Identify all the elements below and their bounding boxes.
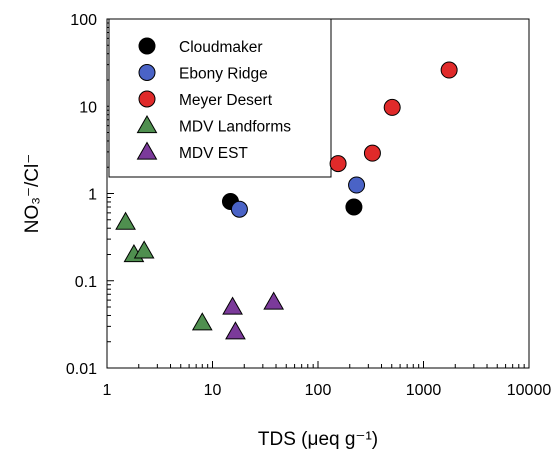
data-point	[222, 296, 243, 315]
data-point	[440, 61, 458, 79]
legend: Cloudmaker Ebony Ridge Meyer Desert MDV Lan…	[108, 18, 332, 178]
tick-label-layer: 1 10 100 1000 10000 0.01 0.1 1 10 100	[66, 12, 551, 399]
legend-item: MDV EST	[136, 141, 248, 162]
x-tick-label: 100	[305, 382, 332, 399]
legend-label: Meyer Desert	[179, 92, 273, 109]
data-point	[345, 198, 363, 216]
y-tick-label: 0.1	[75, 274, 97, 291]
y-tick-label: 10	[79, 99, 97, 116]
legend-label: MDV Landforms	[179, 119, 291, 136]
series-mdv-est	[222, 291, 285, 340]
legend-label: Ebony Ridge	[179, 66, 268, 83]
legend-marker	[136, 141, 158, 160]
legend-label: Cloudmaker	[179, 39, 263, 56]
legend-label: MDV EST	[179, 145, 248, 162]
data-point	[348, 176, 366, 194]
marker-layer	[115, 61, 458, 340]
data-point	[263, 291, 285, 310]
y-tick-label: 100	[70, 12, 97, 29]
data-point	[133, 240, 155, 259]
legend-item: Ebony Ridge	[138, 64, 268, 83]
data-point	[383, 98, 401, 116]
series-mdv-landforms	[115, 211, 213, 331]
legend-item: Meyer Desert	[138, 90, 273, 109]
data-point	[230, 200, 248, 218]
y-tick-label: 1	[88, 187, 97, 204]
legend-item: MDV Landforms	[136, 114, 291, 136]
x-tick-label: 1	[103, 382, 112, 399]
data-point	[225, 321, 246, 340]
x-axis-title: TDS (μeq g⁻¹)	[258, 429, 378, 450]
legend-items: Cloudmaker Ebony Ridge Meyer Desert MDV Lan…	[136, 37, 291, 162]
legend-marker	[138, 37, 156, 55]
series-ebony-ridge	[230, 176, 366, 218]
series-cloudmaker	[221, 192, 363, 216]
legend-marker	[136, 114, 158, 134]
y-axis-title: NO₃⁻/Cl⁻	[22, 154, 43, 234]
x-tick-label: 1000	[406, 382, 442, 399]
legend-item: Cloudmaker	[138, 37, 263, 56]
series-meyer-desert	[329, 61, 458, 173]
data-point	[363, 144, 381, 162]
x-tick-label: 10	[204, 382, 222, 399]
legend-marker	[138, 90, 156, 108]
data-point	[115, 211, 136, 230]
x-tick-label: 10000	[507, 382, 552, 399]
legend-marker	[138, 64, 156, 81]
data-point	[191, 312, 213, 331]
data-point	[329, 155, 347, 173]
y-tick-label: 0.01	[66, 361, 97, 378]
